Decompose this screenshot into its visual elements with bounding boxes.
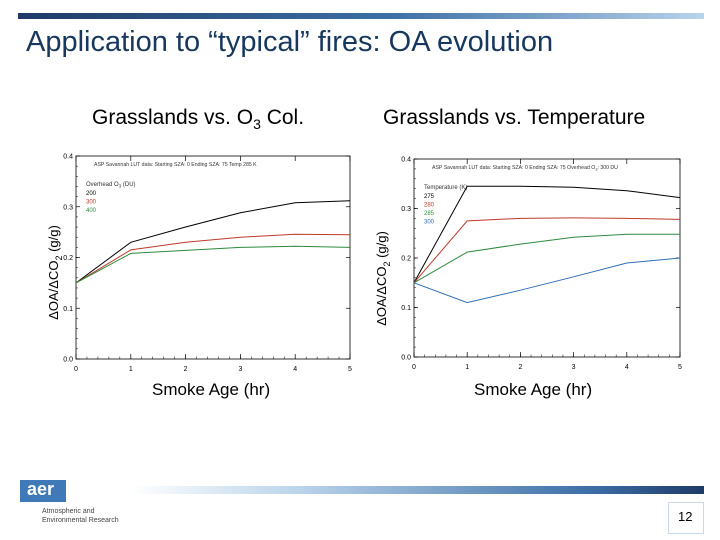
right-x-tick-label: 3 [572, 364, 576, 371]
right-series-line-275 [413, 185, 681, 284]
right-y-tick-label: 0.2 [401, 256, 411, 263]
left-x-axis-label: Smoke Age (hr) [152, 380, 271, 399]
right-x-tick-label: 1 [465, 364, 469, 371]
left-legend-entry-300: 300 [86, 200, 97, 206]
page-number-frame [668, 502, 704, 534]
left-series-line-400 [75, 245, 351, 284]
left-x-tick-label: 1 [129, 366, 133, 373]
right-x-tick-label: 2 [518, 364, 522, 371]
right-x-tick-label: 5 [678, 364, 682, 371]
left-y-tick-label: 0.2 [63, 255, 73, 262]
right-y-tick-label: 0.0 [401, 355, 411, 362]
right-y-axis-label: ΔOA/ΔCO2 (g/g) [374, 196, 392, 326]
right-ylabel-main: ΔOA/ΔCO [374, 266, 390, 326]
aer-logo-line1: Atmospheric and [42, 508, 95, 515]
left-series-line-300 [75, 233, 351, 284]
right-legend-title: Temperature (K) [424, 185, 467, 191]
aer-logo-mark: aer [27, 479, 55, 499]
left-y-tick-label: 0.4 [63, 154, 73, 161]
right-legend-entry-300: 300 [424, 220, 435, 226]
right-x-tick-label: 4 [625, 364, 629, 371]
right-plot-header-main: ASP Savannah LUT data: Starting SZA: 0 E… [432, 165, 595, 171]
right-x-tick-label: 0 [412, 364, 416, 371]
left-plot-header: ASP Savannah LUT data: Starting SZA: 0 E… [94, 162, 257, 168]
left-legend-entry-400: 400 [86, 208, 97, 214]
right-series-line-300 [413, 257, 681, 304]
left-series-line-200 [75, 200, 351, 284]
left-legend-title-main: Overhead O [86, 182, 119, 188]
bottom-accent-bar [130, 486, 704, 494]
right-legend-entry-285: 285 [424, 211, 435, 217]
right-y-tick-label: 0.3 [401, 206, 411, 213]
left-legend-title-tail: (DU) [121, 182, 135, 188]
page-number: 12 [678, 509, 693, 524]
left-plot-header-main: ASP Savannah LUT data: Starting SZA: 0 E… [94, 162, 257, 168]
left-panel-title-sub: 3 [253, 116, 261, 133]
right-panel-title: Grasslands vs. Temperature [383, 106, 646, 129]
left-legend-title-sub: 3 [119, 184, 122, 189]
left-x-tick-label: 3 [238, 366, 242, 373]
right-y-tick-label: 0.1 [401, 305, 411, 312]
aer-logo [20, 480, 66, 502]
left-chart: ASP Savannah LUT data: Starting SZA: 0 E… [63, 154, 352, 374]
left-y-tick-label: 0.3 [63, 204, 73, 211]
left-y-tick-label: 0.0 [63, 357, 73, 364]
slide-title: Application to “typical” fires: OA evolu… [26, 26, 554, 58]
left-panel-title-main: Grasslands vs. O [92, 106, 254, 129]
left-x-tick-label: 0 [74, 366, 78, 373]
right-legend-title-main: Temperature (K) [424, 185, 467, 191]
left-panel-title: Grasslands vs. O3 Col. [92, 106, 304, 132]
right-plot-header: ASP Savannah LUT data: Starting SZA: 0 E… [432, 165, 618, 172]
left-y-tick-label: 0.1 [63, 306, 73, 313]
top-accent-bar [18, 13, 704, 19]
right-series-line-285 [413, 233, 680, 284]
right-ylabel-sub: 2 [381, 261, 392, 267]
right-legend-entry-275: 275 [424, 194, 435, 200]
right-x-axis-label: Smoke Age (hr) [474, 380, 593, 399]
right-series-line-280 [413, 217, 681, 284]
left-panel-title-tail: Col. [260, 106, 305, 129]
left-x-tick-label: 2 [184, 366, 188, 373]
right-ylabel-tail: (g/g) [374, 231, 390, 262]
right-plot-header-sub: 3 [595, 168, 597, 172]
aer-logo-line2: Environmental Research [42, 517, 119, 524]
right-legend-entry-280: 280 [424, 203, 435, 209]
right-chart: ASP Savannah LUT data: Starting SZA: 0 E… [401, 157, 682, 372]
right-plot-header-tail: : 300 DU [597, 165, 618, 171]
left-x-tick-label: 4 [293, 366, 297, 373]
right-y-tick-label: 0.4 [401, 157, 411, 164]
left-x-tick-label: 5 [348, 366, 352, 373]
left-legend-entry-200: 200 [86, 191, 97, 197]
left-legend-title: Overhead O3 (DU) [86, 182, 136, 189]
